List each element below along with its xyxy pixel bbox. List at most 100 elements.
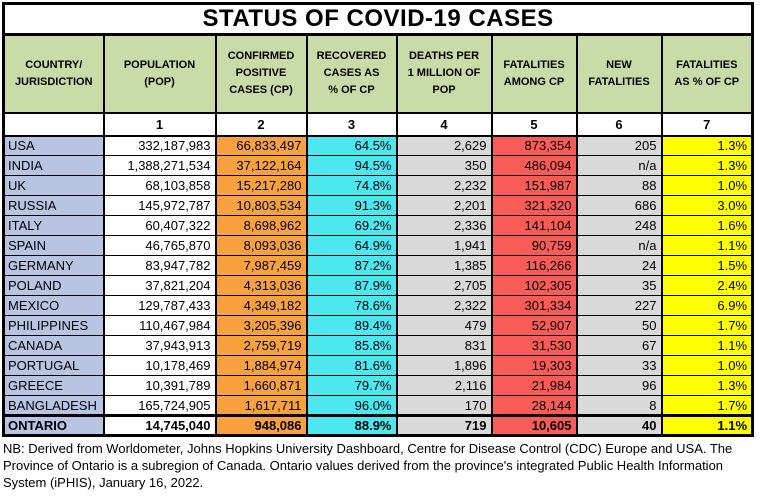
- cell-deaths-per-million: 831: [395, 335, 493, 356]
- cell-new-fatalities: 227: [575, 295, 663, 316]
- cell-fatalities-pct-of-cp: 1.5%: [660, 255, 754, 276]
- table-row-uk: UK 68,103,858 15,217,280 74.8% 2,232 151,987 8…: [2, 175, 754, 196]
- cell-fatalities-pct-of-cp: 1.3%: [660, 375, 754, 396]
- cell-deaths-per-million: 2,629: [395, 135, 493, 156]
- cell-recovered-cases-pct: 81.6%: [305, 355, 398, 376]
- column-header-population: POPULATION (POP): [102, 33, 217, 114]
- cell-country-jurisdiction: RUSSIA: [2, 195, 105, 216]
- cell-recovered-cases-pct: 87.9%: [305, 275, 398, 296]
- column-number-fatalities-among-cp: 5: [490, 112, 578, 137]
- cell-new-fatalities: 33: [575, 355, 663, 376]
- cell-deaths-per-million: 1,941: [395, 235, 493, 256]
- column-header-country-jurisdiction: COUNTRY/ JURISDICTION: [2, 33, 105, 114]
- cell-population: 332,187,983: [102, 135, 217, 156]
- cell-fatalities-among-cp: 19,303: [490, 355, 578, 376]
- cell-recovered-cases-pct: 94.5%: [305, 155, 398, 176]
- table-row-bangladesh: BANGLADESH 165,724,905 1,617,711 96.0% 170 28…: [2, 395, 754, 416]
- cell-confirmed-positive-cases: 948,086: [214, 414, 308, 437]
- cell-recovered-cases-pct: 64.9%: [305, 235, 398, 256]
- cell-country-jurisdiction: CANADA: [2, 335, 105, 356]
- cell-deaths-per-million: 2,201: [395, 195, 493, 216]
- cell-recovered-cases-pct: 96.0%: [305, 395, 398, 416]
- column-number-new-fatalities: 6: [575, 112, 663, 137]
- cell-population: 1,388,271,534: [102, 155, 217, 176]
- cell-new-fatalities: 40: [575, 414, 663, 437]
- cell-fatalities-pct-of-cp: 1.1%: [660, 335, 754, 356]
- footnote: NB: Derived from Worldometer, Johns Hopk…: [3, 441, 733, 491]
- cell-fatalities-among-cp: 116,266: [490, 255, 578, 276]
- cell-confirmed-positive-cases: 66,833,497: [214, 135, 308, 156]
- cell-recovered-cases-pct: 74.8%: [305, 175, 398, 196]
- cell-recovered-cases-pct: 79.7%: [305, 375, 398, 396]
- cell-confirmed-positive-cases: 1,617,711: [214, 395, 308, 416]
- cell-confirmed-positive-cases: 2,759,719: [214, 335, 308, 356]
- cell-fatalities-among-cp: 486,094: [490, 155, 578, 176]
- cell-new-fatalities: 35: [575, 275, 663, 296]
- cell-fatalities-among-cp: 321,320: [490, 195, 578, 216]
- cell-population: 37,821,204: [102, 275, 217, 296]
- cell-confirmed-positive-cases: 8,093,036: [214, 235, 308, 256]
- cell-new-fatalities: 205: [575, 135, 663, 156]
- covid-status-table: STATUS OF COVID-19 CASES COUNTRY/ JURISD…: [1, 2, 755, 437]
- cell-confirmed-positive-cases: 10,803,534: [214, 195, 308, 216]
- cell-population: 10,391,789: [102, 375, 217, 396]
- table-row-italy: ITALY 60,407,322 8,698,962 69.2% 2,336 141,10…: [2, 215, 754, 236]
- cell-fatalities-pct-of-cp: 1.0%: [660, 355, 754, 376]
- cell-country-jurisdiction: GERMANY: [2, 255, 105, 276]
- column-number-country-jurisdiction: [2, 112, 105, 137]
- cell-population: 129,787,433: [102, 295, 217, 316]
- cell-deaths-per-million: 2,322: [395, 295, 493, 316]
- column-number-population: 1: [102, 112, 217, 137]
- cell-recovered-cases-pct: 87.2%: [305, 255, 398, 276]
- column-number-confirmed-positive-cases: 2: [214, 112, 308, 137]
- cell-population: 68,103,858: [102, 175, 217, 196]
- cell-fatalities-pct-of-cp: 1.7%: [660, 315, 754, 336]
- cell-deaths-per-million: 1,385: [395, 255, 493, 276]
- column-header-recovered-cases-pct: RECOVERED CASES AS % OF CP: [305, 33, 398, 114]
- cell-fatalities-among-cp: 301,334: [490, 295, 578, 316]
- cell-deaths-per-million: 350: [395, 155, 493, 176]
- table-row-russia: RUSSIA 145,972,787 10,803,534 91.3% 2,201 321…: [2, 195, 754, 216]
- cell-confirmed-positive-cases: 1,884,974: [214, 355, 308, 376]
- cell-country-jurisdiction: POLAND: [2, 275, 105, 296]
- cell-fatalities-pct-of-cp: 1.7%: [660, 395, 754, 416]
- cell-fatalities-pct-of-cp: 1.1%: [660, 414, 754, 437]
- summary-row-ontario: ONTARIO 14,745,040 948,086 88.9% 719 10,605 40…: [2, 414, 754, 437]
- cell-fatalities-pct-of-cp: 1.3%: [660, 155, 754, 176]
- column-header-deaths-per-million: DEATHS PER 1 MILLION OF POP: [395, 33, 493, 114]
- page-title: STATUS OF COVID-19 CASES: [1, 2, 755, 36]
- cell-fatalities-among-cp: 21,984: [490, 375, 578, 396]
- cell-deaths-per-million: 479: [395, 315, 493, 336]
- cell-country-jurisdiction: SPAIN: [2, 235, 105, 256]
- cell-fatalities-among-cp: 28,144: [490, 395, 578, 416]
- cell-deaths-per-million: 2,232: [395, 175, 493, 196]
- cell-new-fatalities: 88: [575, 175, 663, 196]
- cell-deaths-per-million: 719: [395, 414, 493, 437]
- cell-population: 145,972,787: [102, 195, 217, 216]
- cell-fatalities-among-cp: 10,605: [490, 414, 578, 437]
- cell-population: 14,745,040: [102, 414, 217, 437]
- column-number-fatalities-pct-of-cp: 7: [660, 112, 754, 137]
- cell-fatalities-pct-of-cp: 1.1%: [660, 235, 754, 256]
- cell-deaths-per-million: 2,116: [395, 375, 493, 396]
- cell-country-jurisdiction: PHILIPPINES: [2, 315, 105, 336]
- cell-new-fatalities: 24: [575, 255, 663, 276]
- table-row-germany: GERMANY 83,947,782 7,987,459 87.2% 1,385 116,…: [2, 255, 754, 276]
- column-header-new-fatalities: NEW FATALITIES: [575, 33, 663, 114]
- cell-fatalities-pct-of-cp: 6.9%: [660, 295, 754, 316]
- cell-confirmed-positive-cases: 15,217,280: [214, 175, 308, 196]
- column-header-confirmed-positive-cases: CONFIRMED POSITIVE CASES (CP): [214, 33, 308, 114]
- cell-deaths-per-million: 1,896: [395, 355, 493, 376]
- cell-deaths-per-million: 170: [395, 395, 493, 416]
- cell-deaths-per-million: 2,705: [395, 275, 493, 296]
- cell-fatalities-among-cp: 873,354: [490, 135, 578, 156]
- cell-population: 10,178,469: [102, 355, 217, 376]
- cell-recovered-cases-pct: 69.2%: [305, 215, 398, 236]
- cell-country-jurisdiction: UK: [2, 175, 105, 196]
- table-row-india: INDIA 1,388,271,534 37,122,164 94.5% 350 486,…: [2, 155, 754, 176]
- table-row-canada: CANADA 37,943,913 2,759,719 85.8% 831 31,530 6…: [2, 335, 754, 356]
- cell-fatalities-among-cp: 102,305: [490, 275, 578, 296]
- cell-confirmed-positive-cases: 8,698,962: [214, 215, 308, 236]
